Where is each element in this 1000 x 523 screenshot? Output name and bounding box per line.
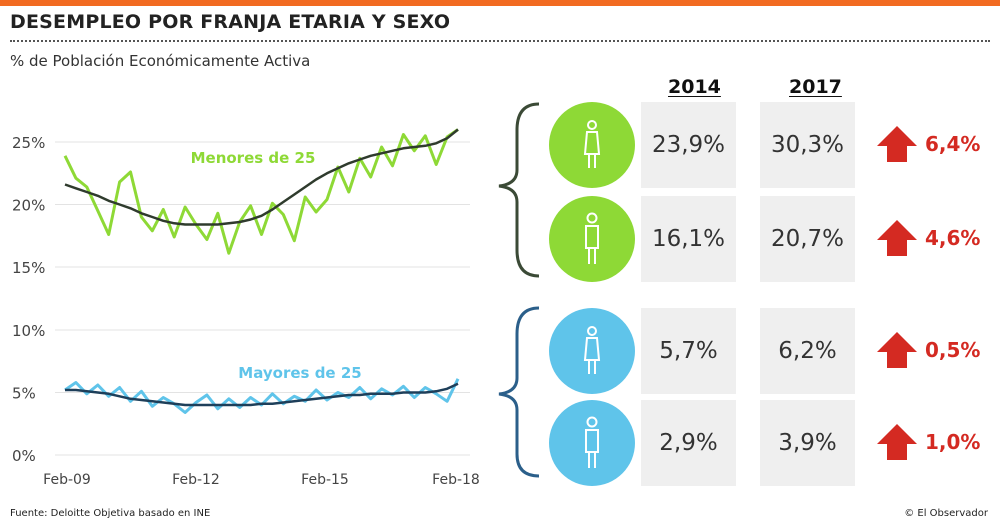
value-2017: 20,7% [760,196,855,282]
credit-note: © El Observador [904,508,988,519]
up-arrow-icon [877,220,917,256]
x-tick-label: Feb-18 [432,472,480,488]
y-tick-label: 0% [12,447,36,465]
group-circle [549,102,635,188]
up-arrow-icon [877,332,917,368]
series-annotation: Mayores de 25 [238,364,361,382]
change-value: 0,5% [925,338,981,362]
value-2017: 6,2% [760,308,855,394]
group-braces [498,102,540,478]
y-tick-label: 5% [12,385,36,403]
top-accent-bar [0,0,1000,6]
line-charts: 15% 20% 25% Menores de 25 0% 5% 10% Mayores de … [12,128,480,488]
x-tick-label: Feb-09 [43,472,91,488]
series-line-trend [64,128,459,226]
x-tick-label: Feb-12 [172,472,220,488]
y-tick-label: 15% [12,259,45,277]
man-icon [585,416,599,468]
value-2014: 23,9% [641,102,736,188]
chart-subtitle: % de Población Económicamente Activa [10,52,311,70]
table-row: 23,9% 30,3% 6,4% [545,102,985,188]
group-circle [549,196,635,282]
up-arrow-icon [877,126,917,162]
series-annotation: Menores de 25 [191,149,316,167]
blue-brace [498,306,540,478]
value-2014: 16,1% [641,196,736,282]
series-line-monthly [64,378,460,414]
table-row: 2,9% 3,9% 1,0% [545,400,985,486]
source-note: Fuente: Deloitte Objetiva basado en INE [10,508,211,519]
change-value: 4,6% [925,226,981,250]
change-indicator: 0,5% [875,330,985,370]
woman-icon [583,120,601,168]
page-title: DESEMPLEO POR FRANJA ETARIA Y SEXO [10,11,451,33]
group-circle [549,400,635,486]
change-indicator: 6,4% [875,124,985,164]
column-header-2017: 2017 [789,76,842,98]
woman-icon [583,326,601,374]
dotted-divider [10,40,990,42]
y-tick-label: 25% [12,134,45,152]
series-line-monthly [63,128,459,255]
green-brace [498,102,540,278]
value-2014: 5,7% [641,308,736,394]
table-row: 5,7% 6,2% 0,5% [545,308,985,394]
change-indicator: 1,0% [875,422,985,462]
y-tick-label: 20% [12,197,45,215]
up-arrow-icon [877,424,917,460]
man-icon [585,212,599,264]
column-header-2014: 2014 [668,76,721,98]
change-indicator: 4,6% [875,218,985,258]
table-row: 16,1% 20,7% 4,6% [545,196,985,282]
change-value: 6,4% [925,132,981,156]
group-circle [549,308,635,394]
value-2017: 30,3% [760,102,855,188]
value-2014: 2,9% [641,400,736,486]
x-tick-label: Feb-15 [301,472,349,488]
series-line-trend [65,382,459,407]
y-tick-label: 10% [12,322,45,340]
change-value: 1,0% [925,430,981,454]
value-2017: 3,9% [760,400,855,486]
